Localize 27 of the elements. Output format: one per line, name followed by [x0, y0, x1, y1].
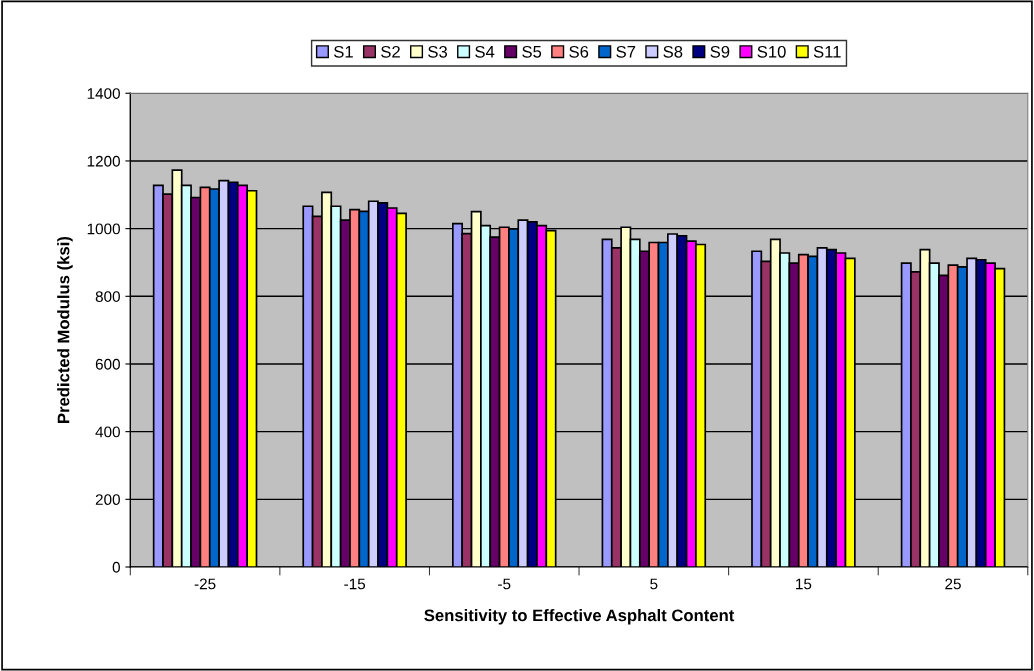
y-tick-label: 1000: [87, 223, 120, 235]
legend-label: S10: [757, 45, 786, 58]
y-tick-label: 600: [95, 358, 120, 370]
legend-label: S9: [710, 45, 730, 58]
y-tick-label: 1200: [87, 155, 120, 167]
y-tick-label: 800: [95, 291, 120, 302]
y-tick-label: 200: [95, 494, 120, 506]
legend-label: S1: [334, 45, 353, 58]
x-axis-title: Sensitivity to Effective Asphalt Content: [424, 609, 735, 625]
legend-label: S3: [428, 45, 448, 58]
y-axis-title: Predicted Modulus (ksi): [57, 236, 73, 423]
legend-label: S11: [813, 45, 841, 58]
x-tick-label: 25: [945, 578, 961, 590]
x-tick-label: -25: [194, 578, 216, 590]
legend-label: S8: [663, 45, 683, 58]
legend-label: S4: [475, 45, 495, 58]
legend-label: S7: [616, 45, 636, 58]
legend-label: S6: [569, 45, 589, 58]
y-tick-label: 0: [112, 561, 120, 573]
x-tick-label: -5: [498, 578, 511, 590]
y-tick-label: 400: [95, 426, 120, 438]
legend-label: S5: [522, 45, 542, 58]
x-tick-label: 5: [650, 578, 658, 590]
x-tick-label: -15: [344, 578, 366, 590]
legend-label: S2: [381, 45, 400, 58]
y-tick-label: 1400: [87, 88, 120, 99]
x-tick-label: 15: [796, 578, 812, 590]
